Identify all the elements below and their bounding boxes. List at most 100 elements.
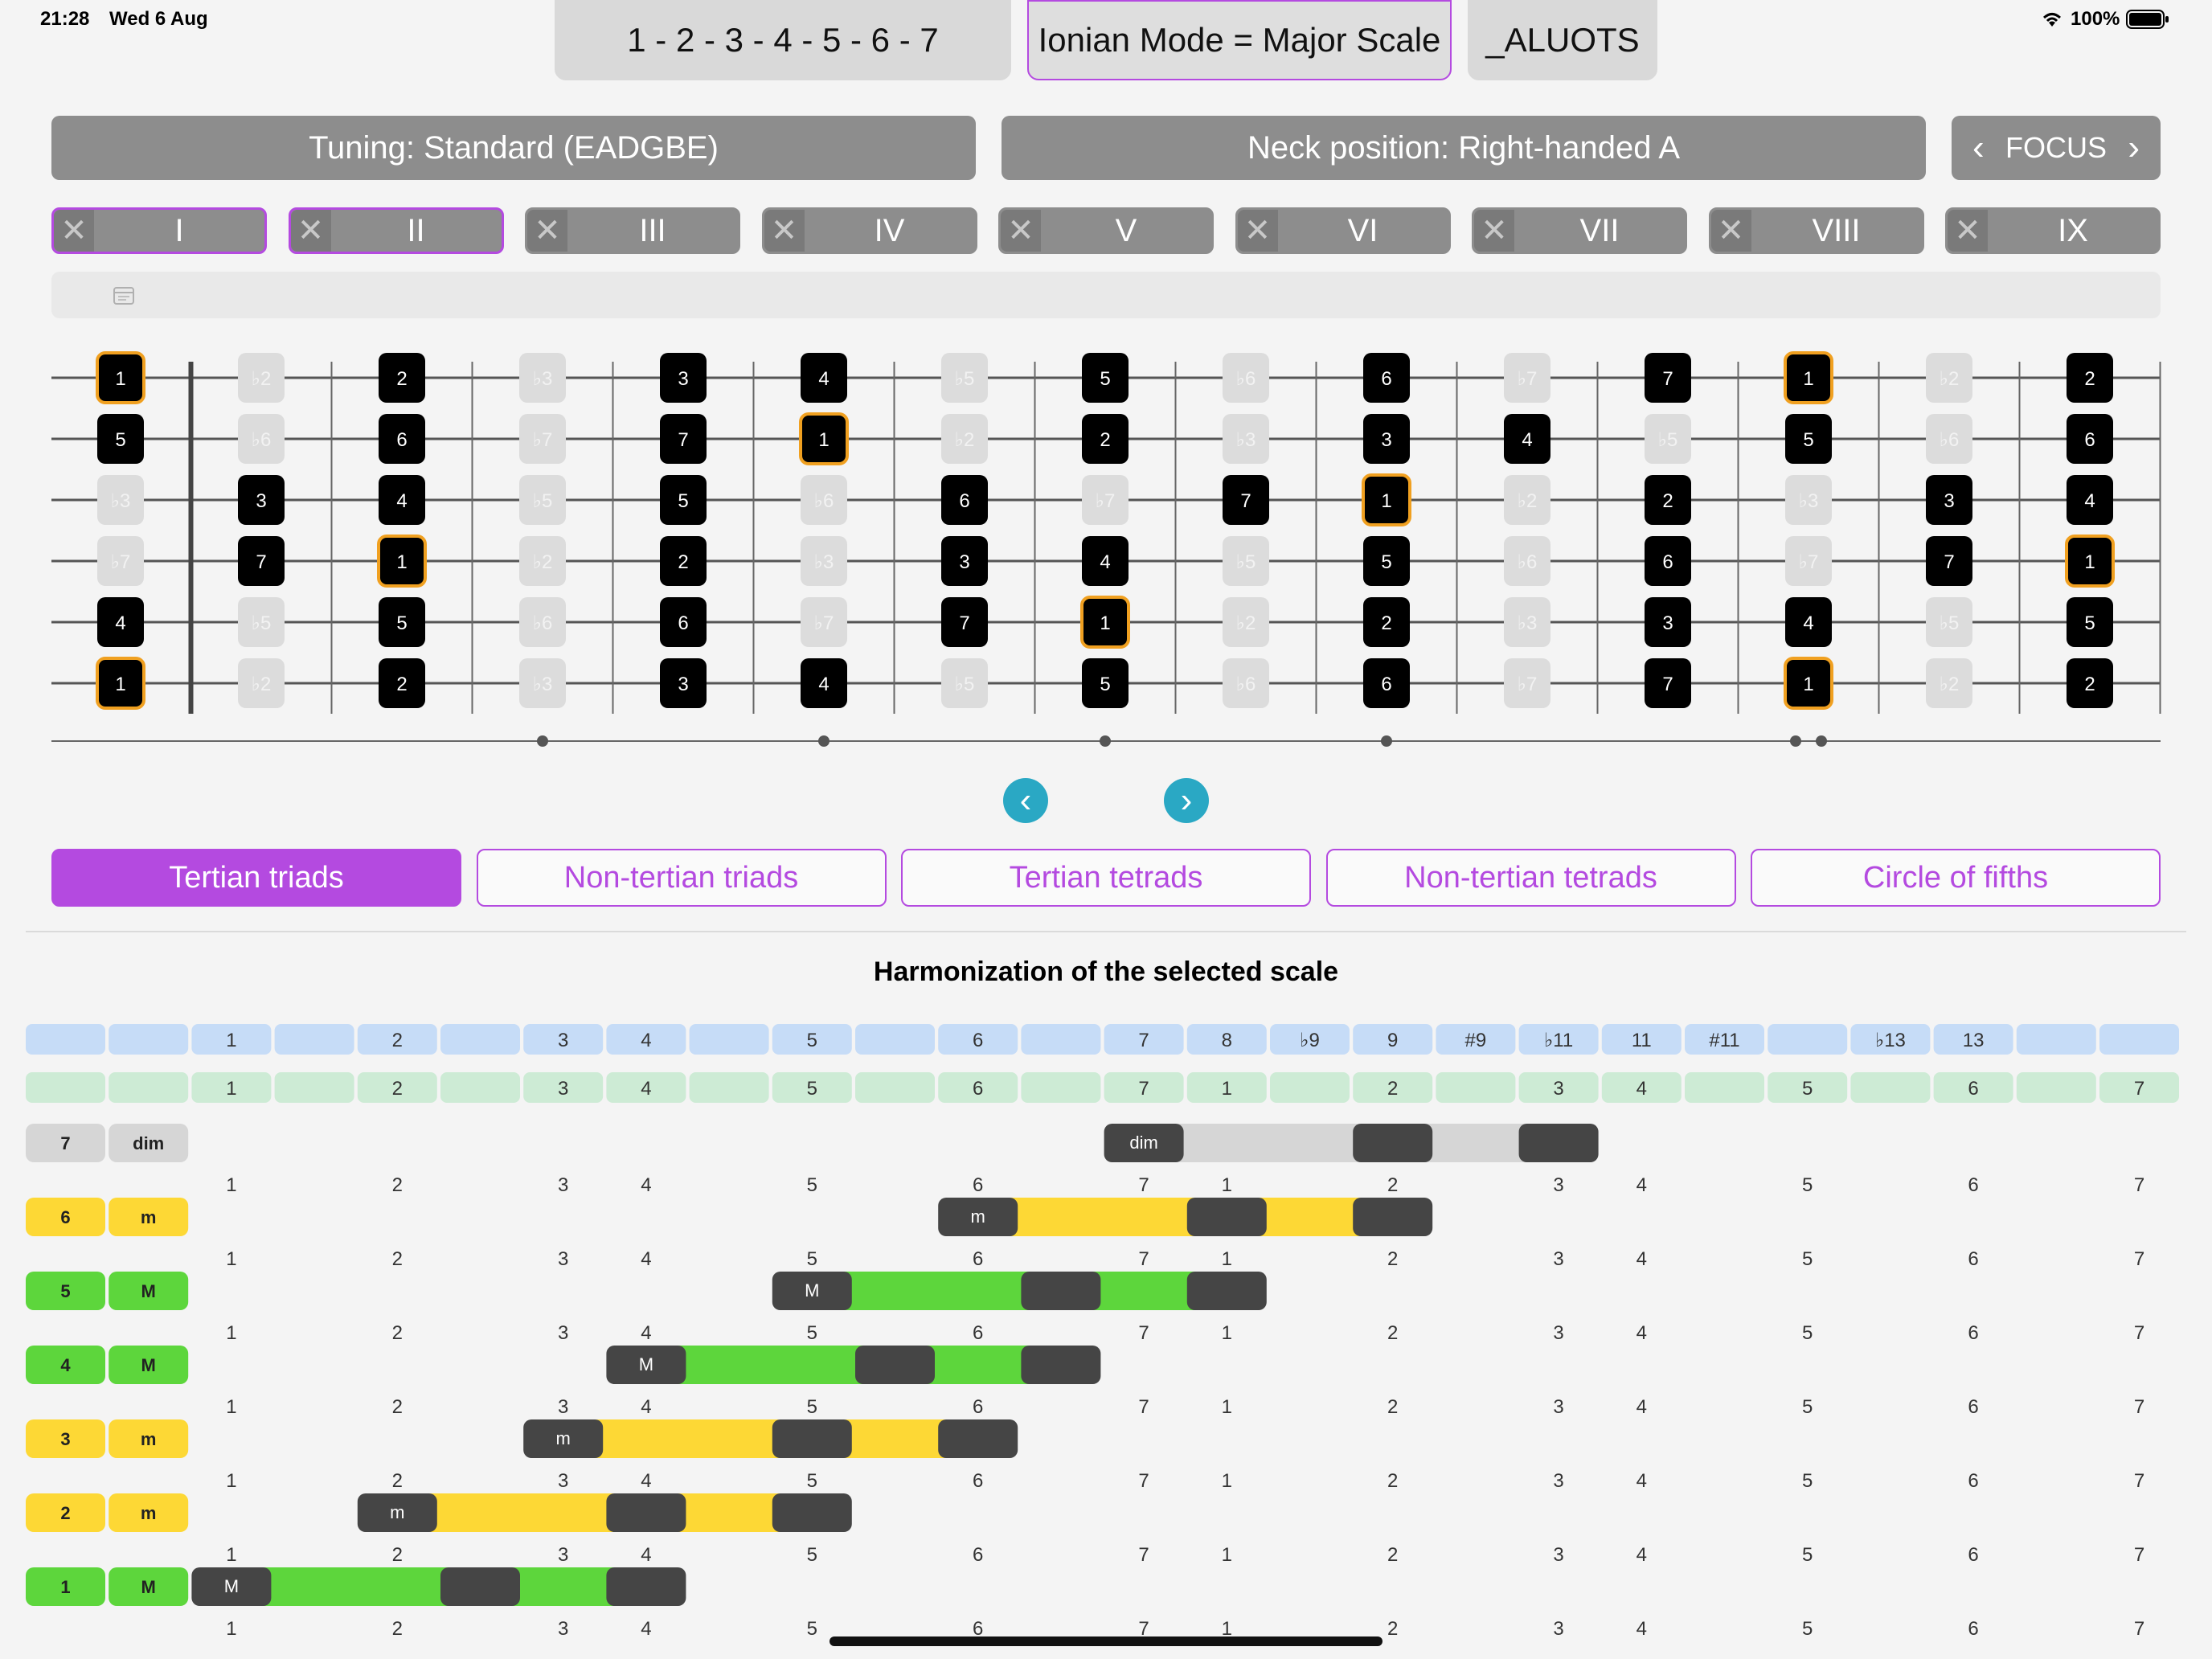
fretboard-note[interactable]: 2 bbox=[2067, 353, 2113, 403]
fretboard-note[interactable]: 3 bbox=[1363, 414, 1410, 464]
fretboard-note[interactable]: 7 bbox=[1645, 353, 1691, 403]
fretboard-note-muted[interactable]: ♭6 bbox=[801, 475, 847, 525]
fretboard-note-muted[interactable]: ♭7 bbox=[801, 597, 847, 647]
fretboard-note-muted[interactable]: ♭5 bbox=[1645, 414, 1691, 464]
fretboard-note[interactable]: 4 bbox=[1504, 414, 1550, 464]
position-button-vi[interactable]: ✕ VI bbox=[1235, 207, 1451, 254]
fretboard-note[interactable]: 3 bbox=[941, 536, 988, 586]
fretboard-note-muted[interactable]: ♭7 bbox=[1082, 475, 1129, 525]
fretboard-note[interactable]: 2 bbox=[1645, 475, 1691, 525]
fretboard-note[interactable]: 7 bbox=[660, 414, 707, 464]
fretboard-note[interactable]: 4 bbox=[379, 475, 425, 525]
fretboard-note-muted[interactable]: ♭5 bbox=[1926, 597, 1972, 647]
fretboard-note-muted[interactable]: ♭3 bbox=[1785, 475, 1832, 525]
fretboard-note-muted[interactable]: ♭6 bbox=[1926, 414, 1972, 464]
fretboard-note-muted[interactable]: ♭2 bbox=[519, 536, 566, 586]
fretboard-note-muted[interactable]: ♭2 bbox=[1504, 475, 1550, 525]
position-button-ix[interactable]: ✕ IX bbox=[1945, 207, 2161, 254]
fretboard-note[interactable]: 3 bbox=[1645, 597, 1691, 647]
fretboard-note-muted[interactable]: ♭5 bbox=[941, 658, 988, 708]
close-icon[interactable]: ✕ bbox=[1948, 210, 1988, 252]
fretboard[interactable]: 1 ♭2 2 ♭3 3 4 ♭5 5 ♭6 6 ♭7 7 1 ♭2 2 5 ♭6 6 ♭7 7 1 ♭2 2 ♭3 3 4 ♭5 5 ♭… bbox=[0, 338, 2212, 764]
close-icon[interactable]: ✕ bbox=[1474, 210, 1514, 252]
neck-position-button[interactable]: Neck position: Right-handed A bbox=[1002, 116, 1926, 180]
fretboard-note-muted[interactable]: ♭2 bbox=[1926, 658, 1972, 708]
fretboard-note-muted[interactable]: ♭6 bbox=[1223, 658, 1269, 708]
fretboard-note[interactable]: 2 bbox=[379, 658, 425, 708]
fretboard-note[interactable]: 4 bbox=[801, 658, 847, 708]
aluots-button[interactable]: _ALUOTS bbox=[1468, 0, 1657, 80]
fretboard-note-muted[interactable]: ♭2 bbox=[1223, 597, 1269, 647]
fretboard-note[interactable]: 7 bbox=[1223, 475, 1269, 525]
fretboard-note[interactable]: 3 bbox=[660, 353, 707, 403]
fretboard-note-muted[interactable]: ♭2 bbox=[1926, 353, 1972, 403]
fretboard-note-muted[interactable]: ♭5 bbox=[941, 353, 988, 403]
fretboard-note[interactable]: 5 bbox=[1785, 414, 1832, 464]
close-icon[interactable]: ✕ bbox=[764, 210, 805, 252]
fretboard-note[interactable]: 7 bbox=[1926, 536, 1972, 586]
fretboard-note[interactable]: 6 bbox=[660, 597, 707, 647]
previous-arrow-button[interactable]: ‹ bbox=[1003, 778, 1048, 823]
position-button-i[interactable]: ✕ I bbox=[51, 207, 267, 254]
fretboard-note[interactable]: 4 bbox=[801, 353, 847, 403]
fretboard-note[interactable]: 2 bbox=[2067, 658, 2113, 708]
fretboard-note-muted[interactable]: ♭6 bbox=[519, 597, 566, 647]
fretboard-note-muted[interactable]: ♭7 bbox=[1504, 658, 1550, 708]
fretboard-note-muted[interactable]: ♭7 bbox=[1504, 353, 1550, 403]
chevron-left-icon[interactable]: ‹ bbox=[1972, 128, 1985, 167]
fretboard-note[interactable]: 1 bbox=[1080, 596, 1130, 649]
fretboard-note[interactable]: 4 bbox=[97, 597, 144, 647]
fretboard-note[interactable]: 2 bbox=[660, 536, 707, 586]
scale-formula-button[interactable]: 1 - 2 - 3 - 4 - 5 - 6 - 7 bbox=[555, 0, 1011, 80]
fretboard-note[interactable]: 6 bbox=[1363, 353, 1410, 403]
fretboard-note[interactable]: 4 bbox=[1785, 597, 1832, 647]
mode-button[interactable]: Ionian Mode = Major Scale bbox=[1027, 0, 1452, 80]
fretboard-note[interactable]: 1 bbox=[1784, 351, 1833, 404]
fretboard-note[interactable]: 3 bbox=[238, 475, 285, 525]
notes-bar[interactable] bbox=[51, 272, 2161, 318]
fretboard-note[interactable]: 5 bbox=[1082, 658, 1129, 708]
fretboard-note[interactable]: 5 bbox=[97, 414, 144, 464]
fretboard-note[interactable]: 5 bbox=[2067, 597, 2113, 647]
fretboard-note-muted[interactable]: ♭7 bbox=[97, 536, 144, 586]
fretboard-note[interactable]: 4 bbox=[2067, 475, 2113, 525]
fretboard-note-muted[interactable]: ♭6 bbox=[1504, 536, 1550, 586]
fretboard-note[interactable]: 6 bbox=[941, 475, 988, 525]
close-icon[interactable]: ✕ bbox=[1001, 210, 1041, 252]
position-button-viii[interactable]: ✕ VIII bbox=[1708, 207, 1924, 254]
fretboard-note[interactable]: 5 bbox=[1363, 536, 1410, 586]
fretboard-note[interactable]: 7 bbox=[1645, 658, 1691, 708]
fretboard-note[interactable]: 2 bbox=[379, 353, 425, 403]
tab-tertian-triads[interactable]: Tertian triads bbox=[51, 849, 461, 907]
fretboard-note-muted[interactable]: ♭2 bbox=[238, 658, 285, 708]
fretboard-note-muted[interactable]: ♭6 bbox=[1223, 353, 1269, 403]
fretboard-note[interactable]: 4 bbox=[1082, 536, 1129, 586]
fretboard-note[interactable]: 1 bbox=[96, 351, 145, 404]
position-button-vii[interactable]: ✕ VII bbox=[1472, 207, 1687, 254]
position-button-ii[interactable]: ✕ II bbox=[288, 207, 504, 254]
position-button-v[interactable]: ✕ V bbox=[998, 207, 1214, 254]
fretboard-note-muted[interactable]: ♭3 bbox=[97, 475, 144, 525]
fretboard-note-muted[interactable]: ♭6 bbox=[238, 414, 285, 464]
fretboard-note-muted[interactable]: ♭3 bbox=[1504, 597, 1550, 647]
fretboard-note[interactable]: 6 bbox=[379, 414, 425, 464]
tuning-button[interactable]: Tuning: Standard (EADGBE) bbox=[51, 116, 976, 180]
fretboard-note[interactable]: 7 bbox=[941, 597, 988, 647]
position-button-iv[interactable]: ✕ IV bbox=[761, 207, 977, 254]
focus-control[interactable]: ‹ FOCUS › bbox=[1952, 116, 2161, 180]
fretboard-note[interactable]: 5 bbox=[1082, 353, 1129, 403]
fretboard-note-muted[interactable]: ♭5 bbox=[1223, 536, 1269, 586]
fretboard-note-muted[interactable]: ♭3 bbox=[1223, 414, 1269, 464]
tab-tertian-tetrads[interactable]: Tertian tetrads bbox=[901, 849, 1311, 907]
fretboard-note[interactable]: 1 bbox=[377, 535, 427, 588]
next-arrow-button[interactable]: › bbox=[1164, 778, 1209, 823]
fretboard-note-muted[interactable]: ♭2 bbox=[941, 414, 988, 464]
fretboard-note[interactable]: 2 bbox=[1082, 414, 1129, 464]
fretboard-note-muted[interactable]: ♭3 bbox=[801, 536, 847, 586]
fretboard-note-muted[interactable]: ♭7 bbox=[519, 414, 566, 464]
fretboard-note[interactable]: 6 bbox=[1363, 658, 1410, 708]
chevron-right-icon[interactable]: › bbox=[2128, 128, 2140, 167]
fretboard-note-muted[interactable]: ♭2 bbox=[238, 353, 285, 403]
close-icon[interactable]: ✕ bbox=[527, 210, 567, 252]
fretboard-note-muted[interactable]: ♭5 bbox=[519, 475, 566, 525]
